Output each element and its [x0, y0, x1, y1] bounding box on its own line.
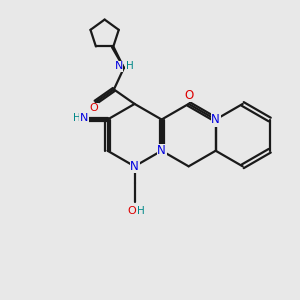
Text: O: O [89, 103, 98, 113]
Text: O: O [184, 88, 193, 101]
Text: H: H [73, 113, 81, 123]
Text: N: N [211, 113, 220, 126]
Text: O: O [127, 206, 136, 216]
Text: H: H [126, 61, 134, 71]
Text: N: N [130, 160, 139, 173]
Text: N: N [114, 61, 123, 71]
Text: H: H [137, 206, 145, 216]
Text: N: N [80, 113, 88, 123]
Text: N: N [157, 144, 166, 157]
